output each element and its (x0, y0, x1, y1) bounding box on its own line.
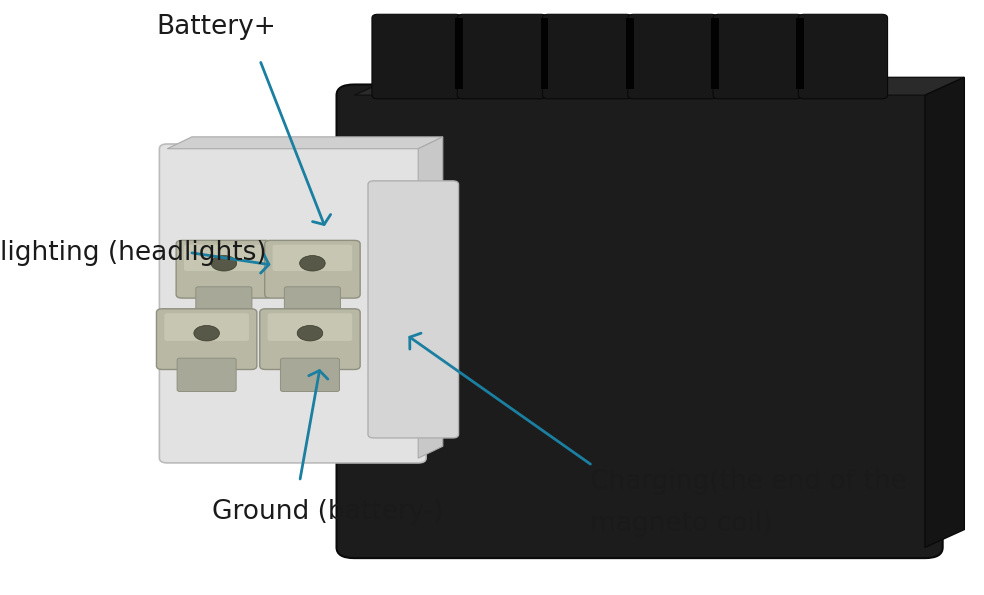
Bar (711, 18, 719, 89)
Polygon shape (167, 137, 443, 149)
Circle shape (211, 256, 237, 271)
Polygon shape (418, 137, 443, 458)
FancyBboxPatch shape (713, 14, 802, 99)
FancyBboxPatch shape (273, 245, 352, 271)
Circle shape (194, 325, 219, 341)
Bar (540, 18, 548, 89)
Polygon shape (925, 77, 964, 547)
Circle shape (297, 325, 323, 341)
FancyBboxPatch shape (798, 14, 888, 99)
Polygon shape (354, 77, 964, 95)
Text: magneto coil): magneto coil) (590, 511, 772, 537)
Text: Ground (battery-): Ground (battery-) (212, 499, 443, 525)
FancyBboxPatch shape (196, 287, 252, 320)
Text: Battery+: Battery+ (156, 14, 277, 40)
FancyBboxPatch shape (177, 358, 236, 392)
FancyBboxPatch shape (265, 240, 360, 298)
Bar (796, 18, 804, 89)
Bar (626, 18, 634, 89)
Bar (456, 18, 463, 89)
FancyBboxPatch shape (542, 14, 632, 99)
FancyBboxPatch shape (159, 144, 426, 463)
FancyBboxPatch shape (337, 84, 943, 558)
FancyBboxPatch shape (280, 358, 339, 392)
FancyBboxPatch shape (458, 14, 546, 99)
FancyBboxPatch shape (184, 245, 264, 271)
FancyBboxPatch shape (368, 181, 459, 438)
FancyBboxPatch shape (156, 309, 257, 369)
FancyBboxPatch shape (372, 14, 461, 99)
FancyBboxPatch shape (176, 240, 272, 298)
Text: Charging(the end of the: Charging(the end of the (590, 469, 907, 495)
Circle shape (300, 256, 325, 271)
FancyBboxPatch shape (260, 309, 360, 369)
FancyBboxPatch shape (628, 14, 717, 99)
FancyBboxPatch shape (268, 313, 352, 341)
Text: lighting (headlights): lighting (headlights) (0, 240, 267, 266)
FancyBboxPatch shape (164, 313, 249, 341)
FancyBboxPatch shape (284, 287, 340, 320)
